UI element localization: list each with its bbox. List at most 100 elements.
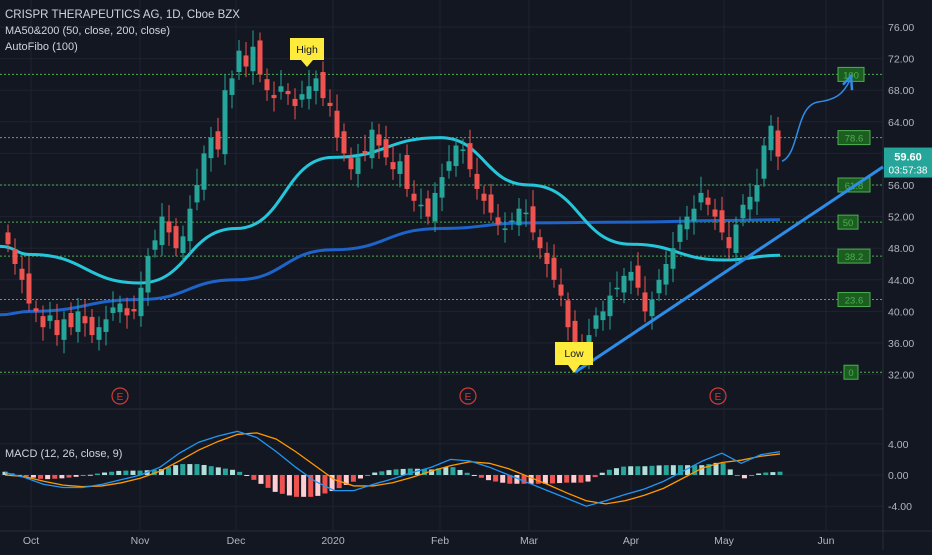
candle-body — [565, 300, 571, 328]
projection-arrowhead — [842, 73, 854, 91]
time-axis-label: Mar — [520, 535, 539, 547]
fib-label: 50 — [843, 218, 854, 229]
ma-legend[interactable]: MA50&200 (50, close, 200, close) — [5, 25, 171, 37]
fib-label: 23.6 — [845, 296, 864, 307]
candle-body — [271, 94, 277, 99]
candle-body — [187, 208, 193, 242]
macd-histogram-bar — [628, 466, 634, 475]
macd-histogram-bar — [741, 475, 747, 479]
candle-body — [495, 217, 501, 225]
macd-histogram-bar — [286, 475, 292, 496]
macd-histogram-bar — [478, 475, 484, 478]
candle-body — [551, 257, 557, 280]
candle-body — [341, 131, 347, 154]
macd-histogram-bar — [222, 468, 228, 475]
candle-body — [299, 94, 305, 100]
candle-body — [215, 131, 221, 150]
price-tick-label: 48.00 — [888, 243, 914, 255]
fibo-legend[interactable]: AutoFibo (100) — [5, 41, 78, 53]
macd-histogram-bar — [379, 471, 385, 475]
candle-body — [82, 316, 88, 324]
fib-label-box — [843, 364, 859, 380]
macd-histogram-bar — [670, 465, 676, 475]
macd-histogram-bar — [80, 475, 86, 476]
macd-histogram-bar — [685, 465, 691, 475]
earnings-marker-label: E — [715, 392, 722, 403]
macd-histogram-bar — [770, 472, 776, 475]
macd-histogram-bar — [244, 475, 250, 476]
low-label-pointer — [568, 365, 580, 373]
macd-histogram-bar — [308, 475, 314, 497]
time-axis-label: Apr — [623, 535, 640, 547]
candle-body — [446, 161, 452, 171]
candle-body — [264, 79, 270, 91]
macd-histogram-bar — [734, 475, 740, 476]
candle-body — [173, 226, 179, 249]
macd-histogram-bar — [692, 465, 698, 475]
macd-histogram-bar — [564, 475, 570, 483]
macd-histogram-bar — [52, 475, 58, 479]
macd-histogram-bar — [756, 473, 762, 475]
candle-body — [75, 311, 81, 332]
price-tick-label: 40.00 — [888, 306, 914, 318]
macd-histogram-bar — [464, 472, 470, 475]
macd-histogram-bar — [365, 475, 371, 476]
candle-body — [775, 130, 781, 157]
price-tick-label: 72.00 — [888, 54, 914, 66]
candle-body — [68, 312, 74, 328]
high-label: High — [296, 44, 318, 56]
macd-histogram-bar — [443, 467, 449, 475]
price-tick-label: 32.00 — [888, 370, 914, 382]
candle-body — [208, 137, 214, 159]
candle-body — [677, 224, 683, 242]
candle-body — [236, 50, 242, 73]
time-axis-label: 2020 — [321, 535, 345, 547]
candle-body — [719, 210, 725, 233]
candle-body — [404, 154, 410, 189]
candle-body — [201, 153, 207, 190]
macd-histogram-bar — [102, 472, 108, 475]
macd-histogram-bar — [578, 475, 584, 483]
macd-legend[interactable]: MACD (12, 26, close, 9) — [5, 448, 123, 460]
macd-histogram-bar — [706, 464, 712, 475]
macd-histogram-bar — [606, 469, 612, 475]
macd-tick-label: 4.00 — [888, 439, 909, 451]
macd-histogram-bar — [507, 475, 513, 484]
candle-body — [54, 320, 60, 336]
macd-histogram-bar — [173, 465, 179, 475]
candle-body — [712, 209, 718, 217]
candle-body — [292, 98, 298, 106]
fib-label-box — [837, 130, 871, 146]
macd-histogram-bar — [123, 470, 129, 475]
fib-label: 38.2 — [845, 252, 864, 263]
earnings-marker-label: E — [465, 392, 472, 403]
candle-body — [593, 315, 599, 329]
last-price-label: 59.60 — [894, 152, 922, 164]
candle-body — [278, 86, 284, 92]
macd-histogram-bar — [571, 475, 577, 483]
symbol-legend[interactable]: CRISPR THERAPEUTICS AG, 1D, Cboe BZX — [5, 9, 240, 21]
macd-histogram-bar — [372, 472, 378, 475]
candle-body — [117, 303, 123, 313]
macd-histogram-bar — [38, 475, 44, 479]
projection-arrow — [781, 79, 851, 162]
candle-body — [320, 72, 326, 99]
time-axis-label: Dec — [227, 535, 246, 547]
candle-body — [138, 287, 144, 317]
candle-body — [418, 204, 424, 207]
candle-body — [159, 216, 165, 246]
macd-histogram-bar — [272, 475, 278, 492]
candle-body — [145, 256, 151, 293]
fib-label: 78.6 — [845, 134, 864, 145]
candle-body — [390, 162, 396, 170]
fib-label: 0 — [848, 368, 853, 379]
candle-body — [642, 292, 648, 312]
macd-histogram-bar — [613, 468, 619, 475]
candle-body — [12, 248, 18, 264]
candle-body — [180, 236, 186, 253]
macd-histogram-bar — [635, 466, 641, 475]
macd-histogram-bar — [45, 475, 51, 480]
low-label-box — [555, 342, 593, 365]
